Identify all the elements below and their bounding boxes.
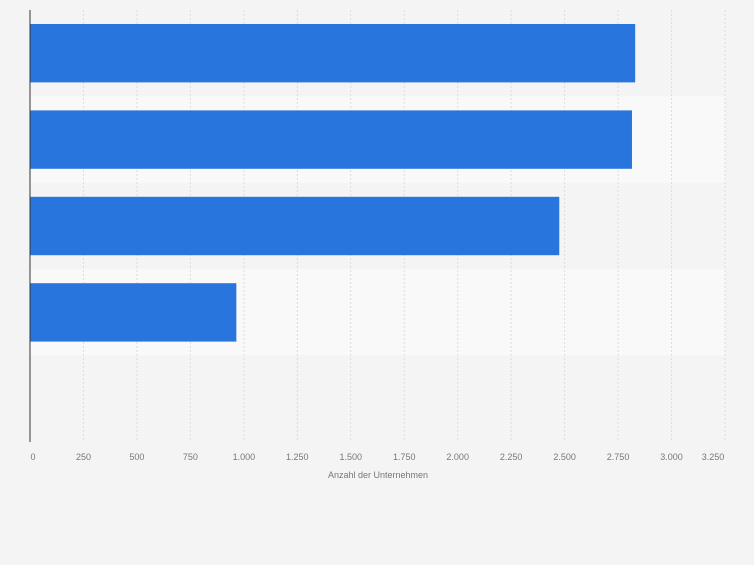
- x-tick-label: 3.000: [660, 452, 683, 462]
- x-axis-label: Anzahl der Unternehmen: [328, 470, 428, 480]
- x-tick-label: 2.750: [607, 452, 630, 462]
- x-tick-label: 0: [30, 452, 35, 462]
- bars: [30, 24, 636, 342]
- x-tick-label: 500: [129, 452, 144, 462]
- x-tick-label: 2.250: [500, 452, 523, 462]
- row-band: [30, 355, 725, 442]
- x-tick-label: 1.000: [233, 452, 256, 462]
- x-tick-label: 3.250: [702, 452, 725, 462]
- x-tick-label: 1.750: [393, 452, 416, 462]
- bar[interactable]: [30, 110, 632, 169]
- x-tick-label: 250: [76, 452, 91, 462]
- x-tick-label: 1.250: [286, 452, 309, 462]
- x-tick-label: 1.500: [340, 452, 363, 462]
- bar[interactable]: [30, 283, 237, 342]
- x-tick-label: 2.000: [446, 452, 469, 462]
- bar[interactable]: [30, 24, 636, 83]
- x-tick-labels: 0 250 500 750 1.000 1.250 1.500 1.750 2.000 2.250…: [30, 452, 724, 462]
- x-tick-label: 750: [183, 452, 198, 462]
- x-tick-label: 2.500: [553, 452, 576, 462]
- bar[interactable]: [30, 196, 560, 256]
